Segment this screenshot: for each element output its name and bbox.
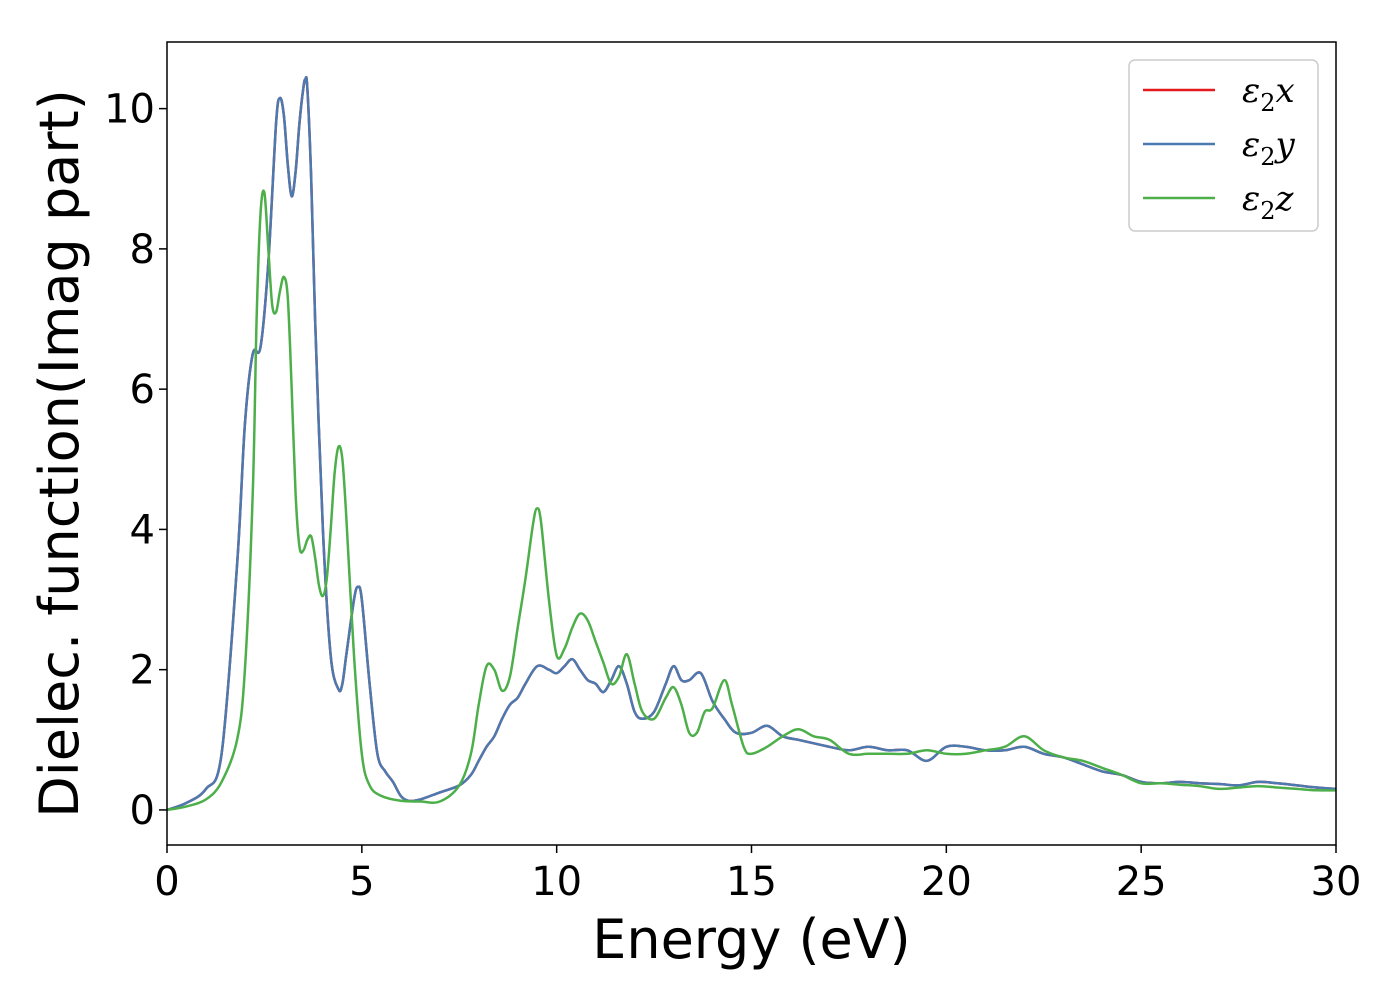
y-tick-label: 0 [130, 788, 155, 834]
legend-box [1128, 59, 1319, 232]
legend-entry-z: ε2z [1242, 179, 1295, 225]
x-tick-label: 30 [1311, 859, 1362, 905]
legend-subscript: 2 [1260, 197, 1275, 225]
series-line-y [166, 75, 1337, 812]
series-lines [166, 75, 1337, 812]
x-tick-label: 5 [349, 859, 374, 905]
legend-subscript: 2 [1260, 89, 1275, 117]
y-axis-label: Dielec. function(Imag part) [28, 89, 91, 818]
legend-variable: z [1275, 179, 1295, 219]
x-tick-label: 20 [921, 859, 972, 905]
legend-symbol: ε [1242, 179, 1260, 219]
series-line-z [166, 189, 1337, 812]
y-axis-ticks: 0 2 4 6 8 10 [104, 87, 167, 834]
x-tick-label: 25 [1116, 859, 1167, 905]
legend-symbol: ε [1242, 71, 1260, 111]
y-tick-label: 2 [130, 648, 155, 694]
legend-symbol: ε [1242, 125, 1260, 165]
legend-entry-x: ε2x [1242, 71, 1295, 117]
legend-variable: x [1276, 71, 1295, 111]
legend-entry-y: ε2y [1242, 125, 1296, 171]
x-tick-label: 15 [726, 859, 777, 905]
y-tick-label: 10 [104, 87, 155, 133]
x-axis-label: Energy (eV) [592, 908, 911, 971]
x-tick-label: 0 [154, 859, 179, 905]
y-tick-label: 8 [130, 227, 155, 273]
y-tick-label: 4 [130, 507, 155, 553]
x-tick-label: 10 [531, 859, 582, 905]
plot-frame [166, 41, 1337, 846]
legend-subscript: 2 [1260, 143, 1275, 171]
x-axis-ticks: 0 5 10 15 20 25 30 [154, 845, 1361, 905]
legend-variable: y [1274, 125, 1296, 165]
y-tick-label: 6 [130, 367, 155, 413]
